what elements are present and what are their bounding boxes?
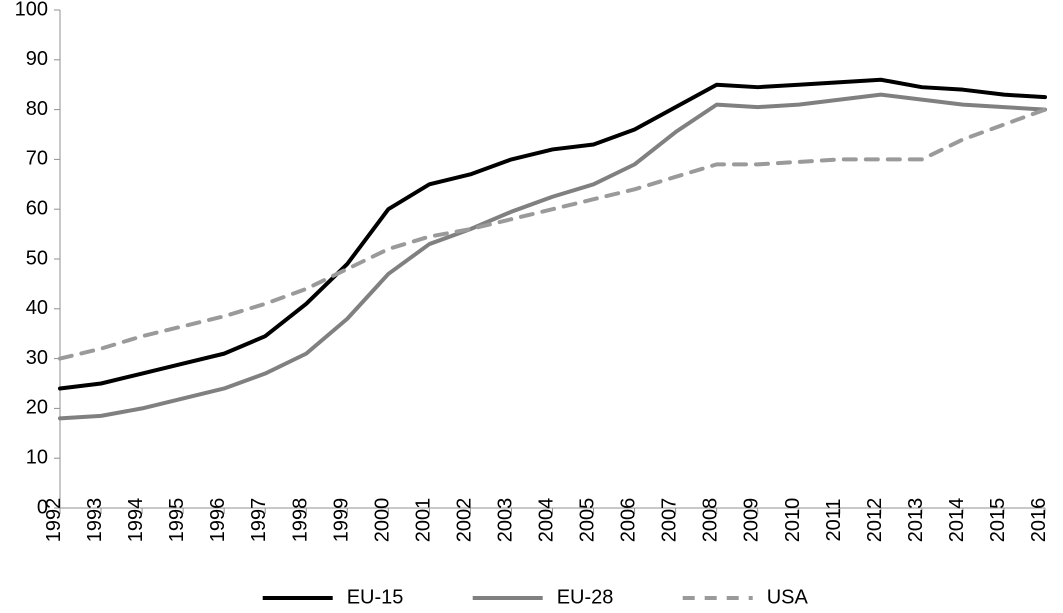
x-tick-label: 2004 — [536, 498, 558, 543]
y-tick-label: 50 — [26, 247, 48, 269]
legend-label: USA — [767, 586, 809, 608]
x-tick-label: 1996 — [207, 498, 229, 543]
x-tick-label: 1993 — [84, 498, 106, 543]
x-tick-label: 2008 — [700, 498, 722, 543]
x-tick-label: 1995 — [166, 498, 188, 543]
x-tick-label: 2000 — [371, 498, 393, 543]
x-tick-label: 2010 — [782, 498, 804, 543]
y-tick-label: 90 — [26, 48, 48, 70]
legend-label: EU-15 — [347, 586, 404, 608]
x-tick-label: 1992 — [43, 498, 65, 543]
y-tick-label: 60 — [26, 197, 48, 219]
x-tick-label: 2011 — [823, 498, 845, 541]
x-tick-label: 2013 — [905, 498, 927, 543]
y-tick-label: 40 — [26, 297, 48, 319]
x-tick-label: 2007 — [659, 498, 681, 543]
x-tick-label: 1998 — [289, 498, 311, 543]
y-tick-label: 10 — [26, 446, 48, 468]
series-usa — [60, 110, 1045, 359]
y-tick-label: 100 — [15, 0, 48, 20]
y-tick-label: 30 — [26, 347, 48, 369]
series-eu-15 — [60, 80, 1045, 389]
x-tick-label: 2001 — [412, 498, 434, 543]
x-tick-label: 1994 — [125, 498, 147, 543]
y-tick-label: 20 — [26, 397, 48, 419]
x-tick-label: 2009 — [741, 498, 763, 543]
x-tick-label: 2016 — [1028, 498, 1050, 543]
line-chart: 0102030405060708090100199219931994199519… — [0, 0, 1063, 613]
y-tick-label: 70 — [26, 148, 48, 170]
x-tick-label: 2015 — [987, 498, 1009, 543]
x-tick-label: 2005 — [577, 498, 599, 543]
x-tick-label: 1999 — [330, 498, 352, 543]
chart-svg: 0102030405060708090100199219931994199519… — [0, 0, 1063, 613]
series-eu-28 — [60, 95, 1045, 419]
x-tick-label: 1997 — [248, 498, 270, 543]
legend-label: EU-28 — [557, 586, 614, 608]
x-tick-label: 2012 — [864, 498, 886, 543]
x-tick-label: 2014 — [946, 498, 968, 543]
x-tick-label: 2003 — [494, 498, 516, 542]
y-tick-label: 80 — [26, 98, 48, 120]
x-tick-label: 2006 — [618, 498, 640, 543]
x-tick-label: 2002 — [453, 498, 475, 543]
